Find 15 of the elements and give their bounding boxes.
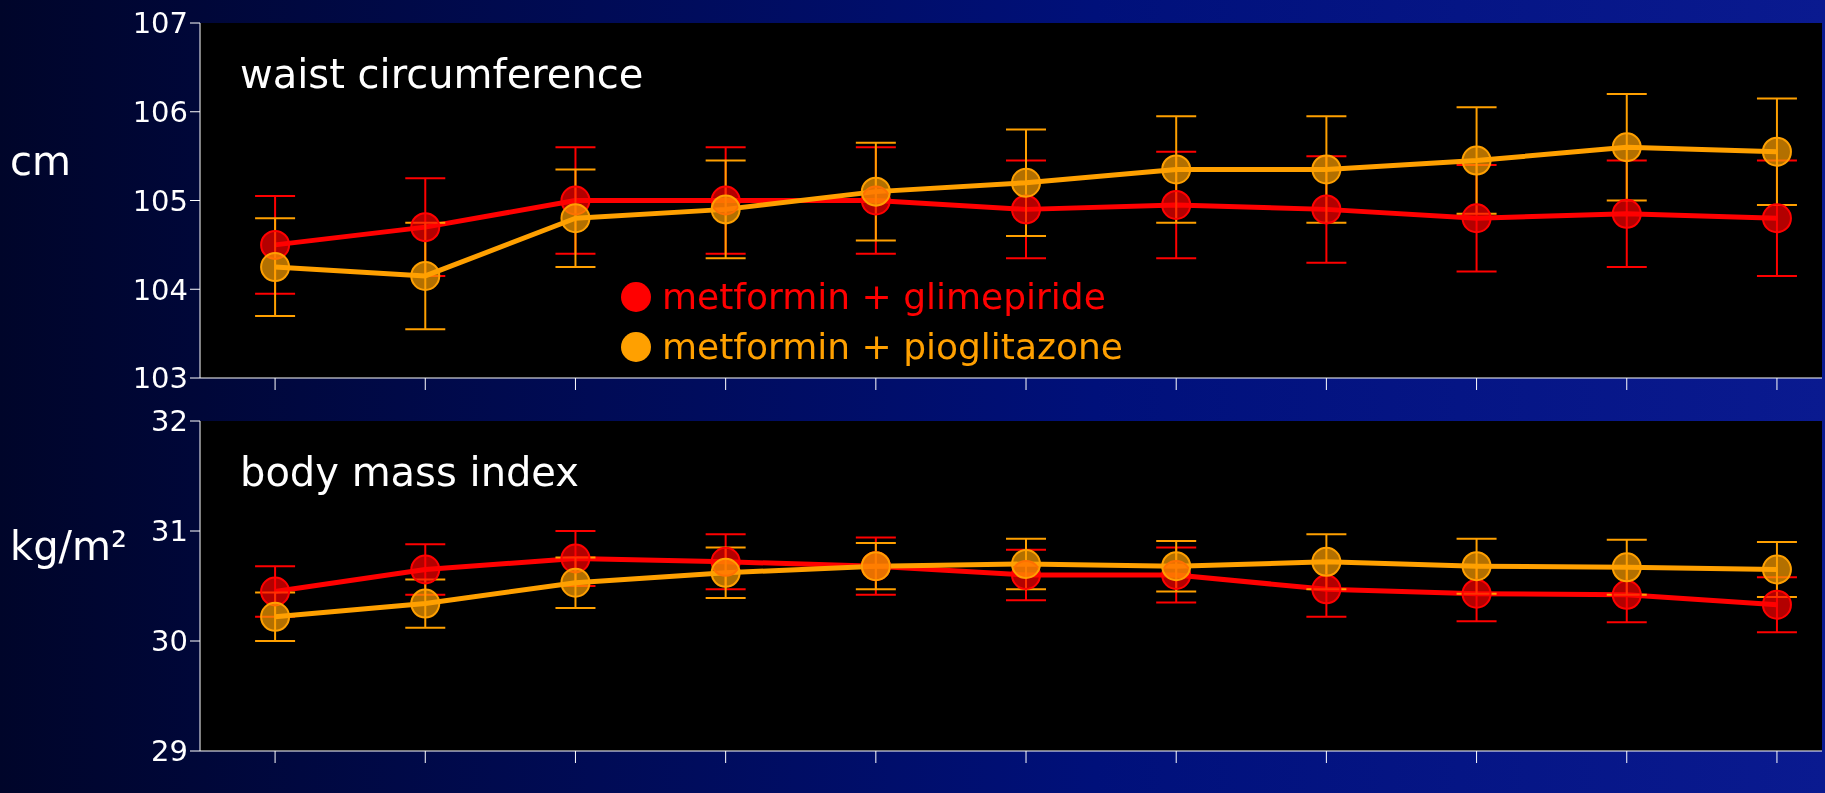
y-tick-label: 103 (132, 361, 188, 396)
y-tick-label: 30 (151, 624, 188, 659)
legend-label: metformin + pioglitazone (662, 325, 1123, 369)
y-tick-label: 31 (151, 514, 188, 549)
legend-label: metformin + glimepiride (662, 275, 1106, 319)
text: body mass index (240, 449, 579, 495)
y-axis-title: cm (10, 137, 71, 184)
y-tick-label: 29 (151, 734, 188, 769)
y-tick-label: 107 (132, 6, 188, 41)
y-tick-label: 106 (132, 95, 188, 130)
y-tick-label: 32 (151, 404, 188, 439)
text: waist circumference (240, 51, 644, 97)
y-tick-label: 105 (132, 183, 188, 218)
y-axis-title: kg/m² (10, 523, 128, 570)
y-tick-label: 104 (132, 272, 188, 307)
